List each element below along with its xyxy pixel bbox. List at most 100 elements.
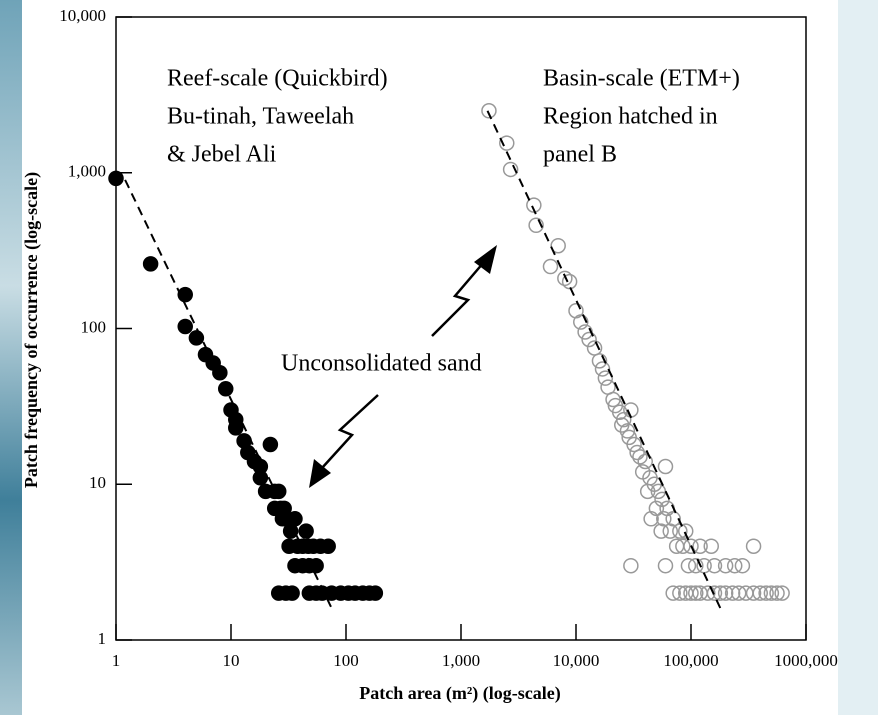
annotation: Basin-scale (ETM+) [543,66,740,92]
x-tick-label: 100,000 [663,651,718,670]
point [680,557,697,574]
point [672,523,688,539]
point [734,557,751,574]
point [700,585,716,601]
y-tick-label: 10 [89,473,106,492]
y-axis-label: Patch frequency of occurrence (log-scale… [21,172,42,488]
point [188,330,205,346]
x-tick-label: 100 [333,651,359,670]
point [284,585,300,601]
point [637,453,653,470]
point [228,420,244,436]
point [481,103,497,119]
point [626,436,642,453]
point [763,585,780,601]
point [752,585,768,601]
point [730,585,747,601]
point [706,585,723,601]
y-tick-label: 1 [98,629,107,648]
point [745,585,762,601]
point [632,449,648,465]
annotation: Bu-tinah, Taweelah [167,104,354,130]
point [528,217,544,234]
point [643,511,659,527]
point [308,557,324,574]
point [692,538,708,554]
point [675,538,691,554]
point [298,523,314,539]
y-tick-label: 100 [81,317,107,336]
point [142,256,159,272]
point [703,538,720,554]
point [591,353,608,369]
point [252,470,269,486]
point [769,585,785,601]
point [561,273,578,290]
annotation: Unconsolidated sand [281,351,482,377]
arrow [431,261,485,337]
fit-line [486,110,722,609]
point [581,331,597,348]
point [745,538,762,554]
x-axis-label: Patch area (m²) (log-scale) [359,683,561,704]
point [657,557,674,574]
point [717,585,734,601]
x-tick-label: 1,000 [442,651,480,670]
point [717,557,734,574]
y-tick-label: 1,000 [68,162,106,181]
point [677,523,694,539]
point [614,417,630,433]
point [683,585,699,601]
point [597,370,614,386]
annotation: Region hatched in [543,104,718,130]
point [550,237,566,254]
point [557,270,573,287]
point [108,170,124,187]
point [662,523,678,539]
point [656,511,672,527]
point [774,585,790,601]
point [665,511,681,527]
point [657,458,674,475]
point [672,585,688,601]
point [542,258,559,275]
point [212,364,228,381]
point [653,523,669,539]
x-tick-label: 1 [112,651,121,670]
side-image [0,0,22,715]
point [758,585,774,601]
y-tick-label: 10,000 [59,6,106,25]
point [706,557,723,574]
x-tick-label: 1000,000 [774,651,838,670]
side-panel [838,0,878,715]
point [320,538,336,554]
arrow-head [309,459,331,488]
x-tick-label: 10,000 [553,651,600,670]
x-tick-label: 10 [223,651,240,670]
point [611,404,628,420]
point [367,585,384,601]
point [177,286,193,303]
point [573,314,589,330]
arrow [321,394,379,469]
annotation: Reef-scale (Quickbird) [167,66,388,92]
point [619,423,636,439]
point [594,361,611,377]
annotation: & Jebel Ali [167,142,277,168]
point [629,444,645,461]
point [688,557,704,574]
point [177,318,193,335]
point [688,585,704,601]
point [726,557,743,574]
arrow-head [474,245,497,274]
point [683,538,699,554]
point [262,436,279,453]
point [623,557,639,574]
point [502,161,519,178]
annotation: panel B [543,142,617,168]
point [665,585,681,601]
point [639,483,656,500]
point [499,135,515,151]
